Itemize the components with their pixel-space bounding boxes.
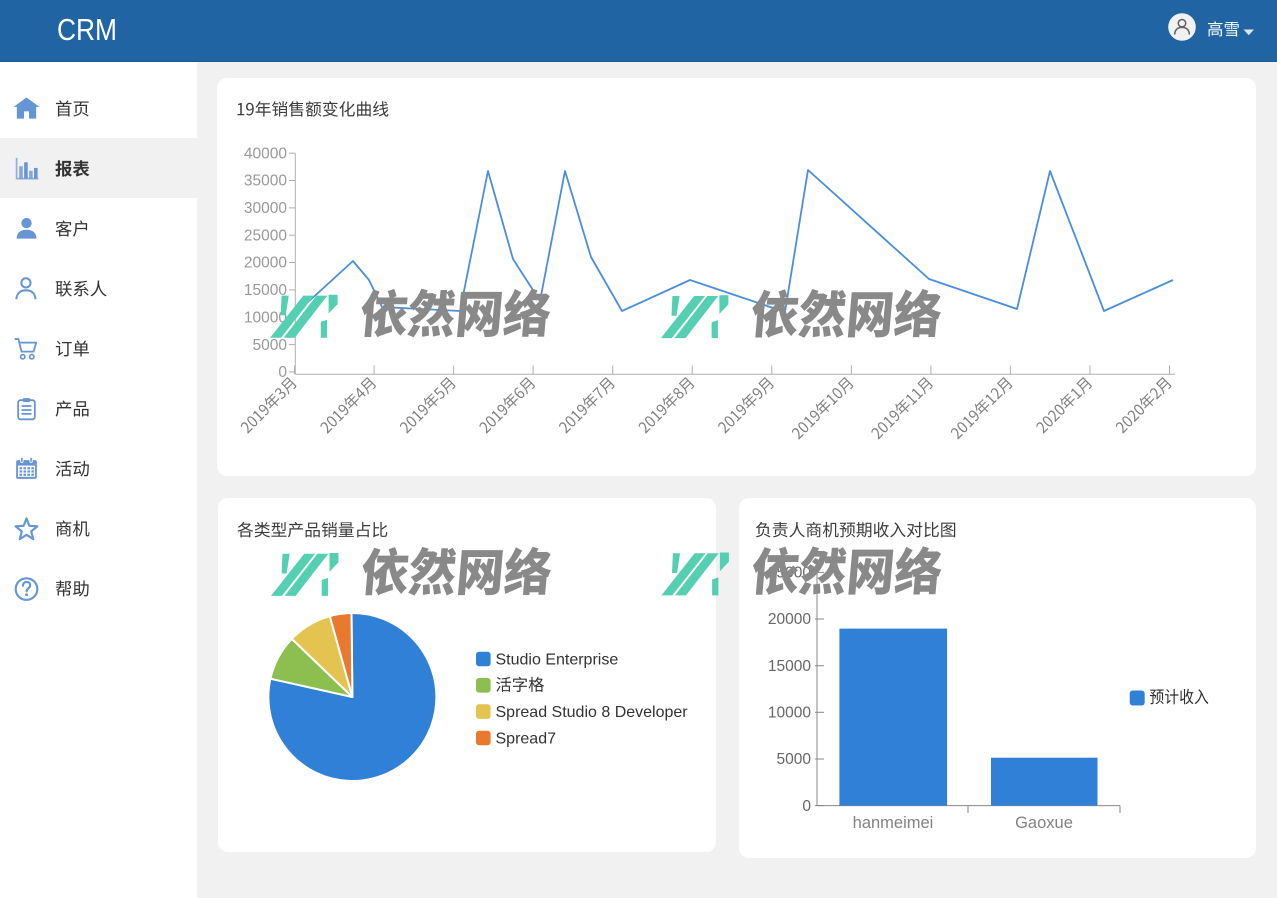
svg-text:10000: 10000 bbox=[768, 705, 811, 722]
svg-text:Spread Studio 8 Developer: Spread Studio 8 Developer bbox=[496, 704, 689, 721]
svg-text:10000: 10000 bbox=[244, 309, 287, 326]
svg-text:15000: 15000 bbox=[244, 282, 287, 299]
svg-text:20000: 20000 bbox=[244, 255, 287, 272]
svg-text:40000: 40000 bbox=[244, 145, 287, 162]
svg-text:25000: 25000 bbox=[244, 227, 287, 244]
svg-text:25000: 25000 bbox=[768, 565, 811, 582]
svg-text:20000: 20000 bbox=[768, 611, 811, 628]
svg-text:5000: 5000 bbox=[253, 337, 288, 354]
svg-text:15000: 15000 bbox=[768, 658, 811, 675]
svg-text:30000: 30000 bbox=[244, 200, 287, 217]
svg-text:Spread7: Spread7 bbox=[496, 730, 557, 747]
svg-text:Gaoxue: Gaoxue bbox=[1015, 814, 1073, 832]
svg-text:hanmeimei: hanmeimei bbox=[853, 814, 934, 832]
svg-text:35000: 35000 bbox=[244, 173, 287, 190]
svg-text:Studio Enterprise: Studio Enterprise bbox=[496, 651, 619, 668]
svg-text:0: 0 bbox=[802, 798, 811, 815]
svg-text:5000: 5000 bbox=[777, 751, 812, 768]
svg-text:0: 0 bbox=[278, 364, 287, 381]
